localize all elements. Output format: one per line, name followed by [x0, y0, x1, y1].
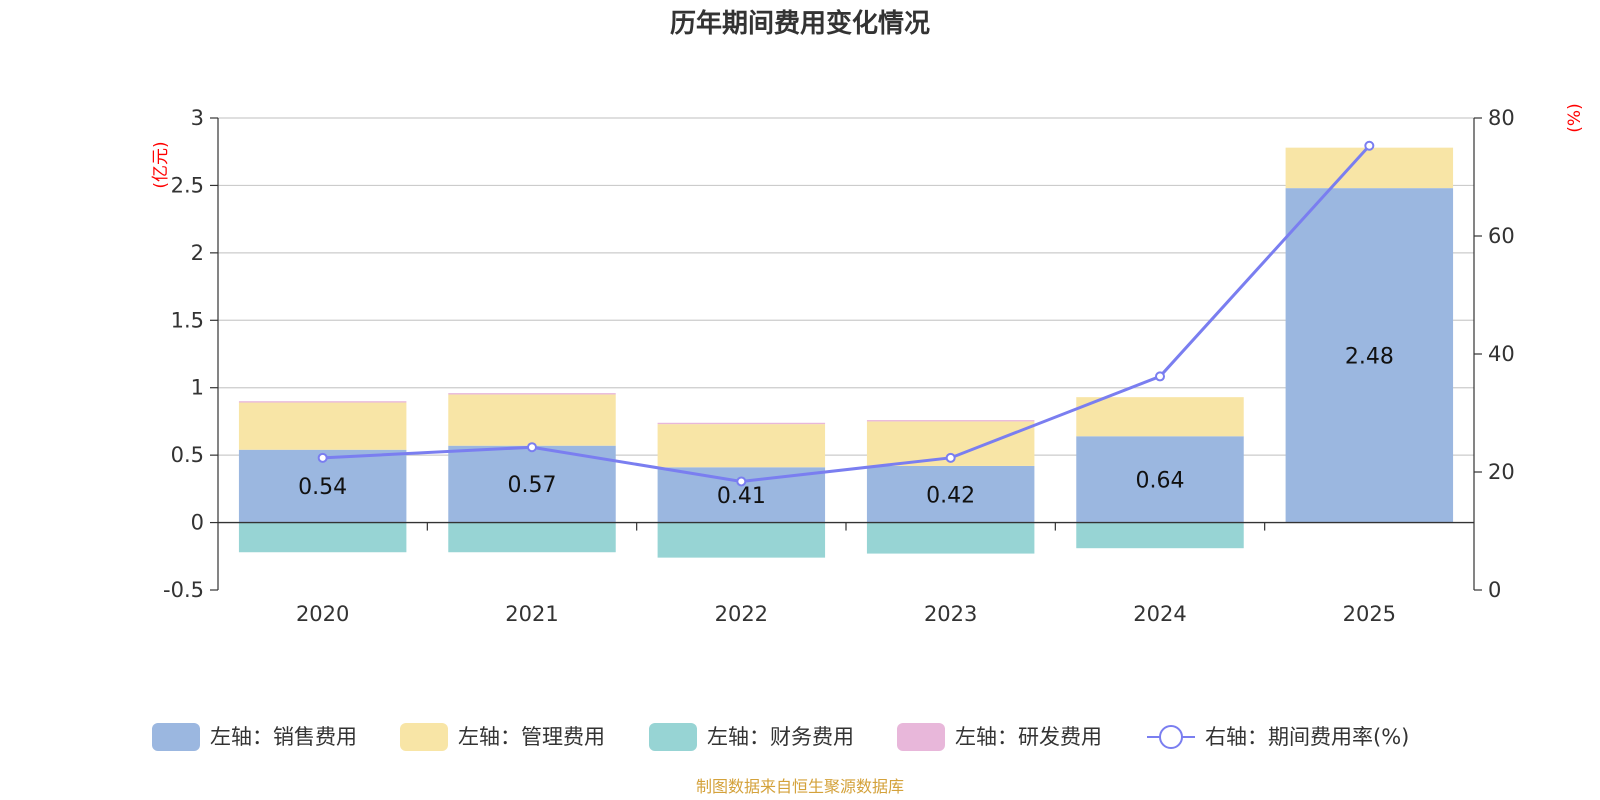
bar-segment: [1076, 397, 1244, 437]
bar-segment: [448, 394, 616, 446]
data-labels: 0.54 0.57 0.41 0.42 0.64 2.48: [298, 344, 1394, 509]
right-axis-unit-label: (%): [1565, 103, 1585, 132]
line-series: [317, 140, 1375, 487]
left-tick-label: 2.5: [171, 173, 204, 197]
x-tick-label: 2023: [924, 602, 977, 626]
bar-segment: [866, 420, 1035, 422]
left-tick-label: -0.5: [163, 578, 204, 602]
rate-point: [736, 476, 747, 487]
left-tick-label: 0.5: [171, 443, 204, 467]
rate-line: [322, 144, 1371, 483]
legend-label: 左轴：财务费用: [707, 725, 854, 749]
right-tick-label: 60: [1488, 224, 1515, 248]
legend-label: 左轴：管理费用: [458, 725, 605, 749]
bar-segment: [238, 401, 407, 403]
bar-segment: [657, 424, 826, 468]
bar-segment: [866, 522, 1035, 554]
right-tick-label: 20: [1488, 460, 1515, 484]
axes: -0.5 0 0.5 1 1.5 2 2.5 3 0 20 40 60 80 2020 2021 2022 20…: [163, 106, 1515, 626]
bar-data-label: 0.64: [1136, 468, 1185, 493]
bar-segment: [657, 422, 826, 425]
bar-segment: [657, 522, 826, 558]
legend-swatch: [649, 723, 697, 751]
x-tick-label: 2020: [296, 602, 349, 626]
legend-marker: [1159, 725, 1183, 749]
x-tick-label: 2022: [715, 602, 768, 626]
right-tick-label: 0: [1488, 578, 1501, 602]
x-tick-label: 2021: [505, 602, 558, 626]
bar-segment: [448, 445, 616, 523]
bar-segment: [1285, 188, 1454, 523]
rate-point: [1155, 371, 1165, 382]
left-tick-label: 3: [191, 106, 204, 130]
grid-lines: [218, 117, 1474, 456]
bar-data-label: 0.41: [717, 484, 766, 509]
legend-label: 左轴：销售费用: [210, 725, 357, 749]
bar-segment: [238, 402, 407, 450]
right-tick-label: 80: [1488, 106, 1515, 130]
bar-data-label: 0.57: [508, 473, 557, 498]
rate-point: [527, 442, 537, 453]
right-tick-label: 40: [1488, 342, 1515, 366]
left-tick-label: 2: [191, 241, 204, 265]
rate-point: [1364, 140, 1375, 151]
left-axis-unit-label: (亿元): [151, 141, 171, 188]
left-tick-label: 1: [191, 376, 204, 400]
legend-label: 左轴：研发费用: [955, 725, 1102, 749]
legend: 左轴：销售费用 左轴：管理费用 左轴：财务费用 左轴：研发费用 右轴：期间费用率(%): [152, 723, 1409, 751]
rate-point: [945, 452, 956, 463]
left-tick-label: 0: [191, 511, 204, 535]
legend-label: 右轴：期间费用率(%): [1205, 725, 1409, 749]
rate-point: [317, 452, 328, 463]
bar-segment: [1076, 522, 1244, 549]
bar-segment: [238, 522, 407, 553]
bar-data-label: 0.42: [926, 483, 975, 508]
legend-swatch: [152, 723, 200, 751]
left-tick-label: 1.5: [171, 308, 204, 332]
x-tick-label: 2024: [1133, 602, 1186, 626]
bar-segment: [866, 465, 1035, 523]
bar-data-label: 0.54: [298, 475, 347, 500]
source-note: 制图数据来自恒生聚源数据库: [696, 777, 904, 796]
legend-swatch: [897, 723, 945, 751]
bar-series: [238, 147, 1454, 558]
chart-title: 历年期间费用变化情况: [670, 8, 930, 39]
bar-segment: [448, 522, 616, 553]
bar-segment: [1285, 147, 1454, 189]
legend-swatch: [400, 723, 448, 751]
bar-segment: [448, 393, 616, 395]
x-tick-label: 2025: [1343, 602, 1396, 626]
bar-data-label: 2.48: [1345, 344, 1394, 369]
bar-segment: [1076, 436, 1244, 523]
